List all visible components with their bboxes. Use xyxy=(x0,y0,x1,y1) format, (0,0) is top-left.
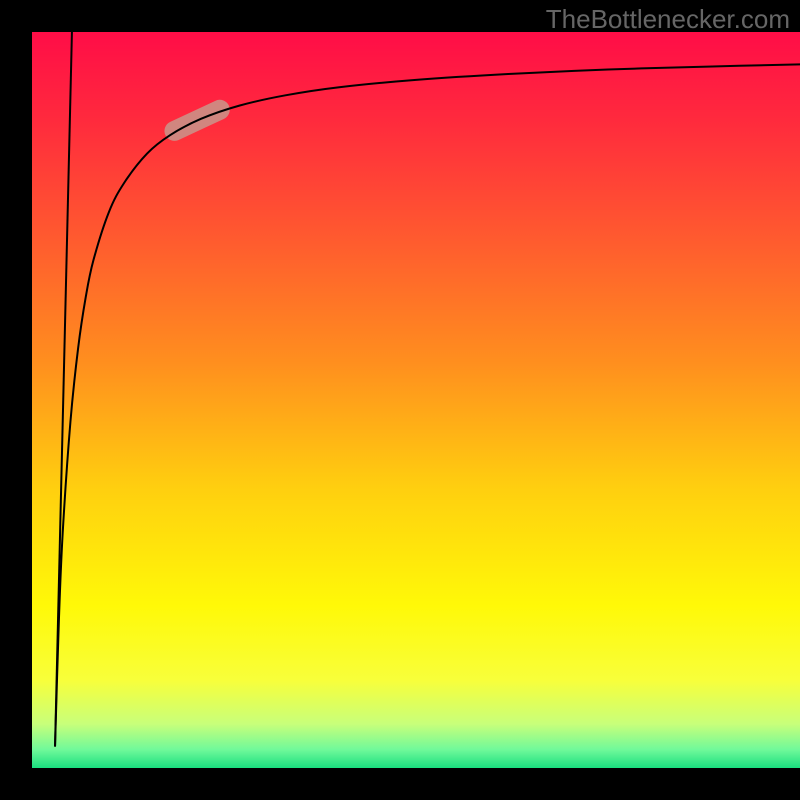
watermark-text: TheBottlenecker.com xyxy=(546,4,790,35)
gradient-background xyxy=(32,32,800,768)
chart-container: TheBottlenecker.com xyxy=(0,0,800,800)
bottom-border xyxy=(0,768,800,800)
left-border xyxy=(0,0,32,800)
chart-svg xyxy=(0,0,800,800)
